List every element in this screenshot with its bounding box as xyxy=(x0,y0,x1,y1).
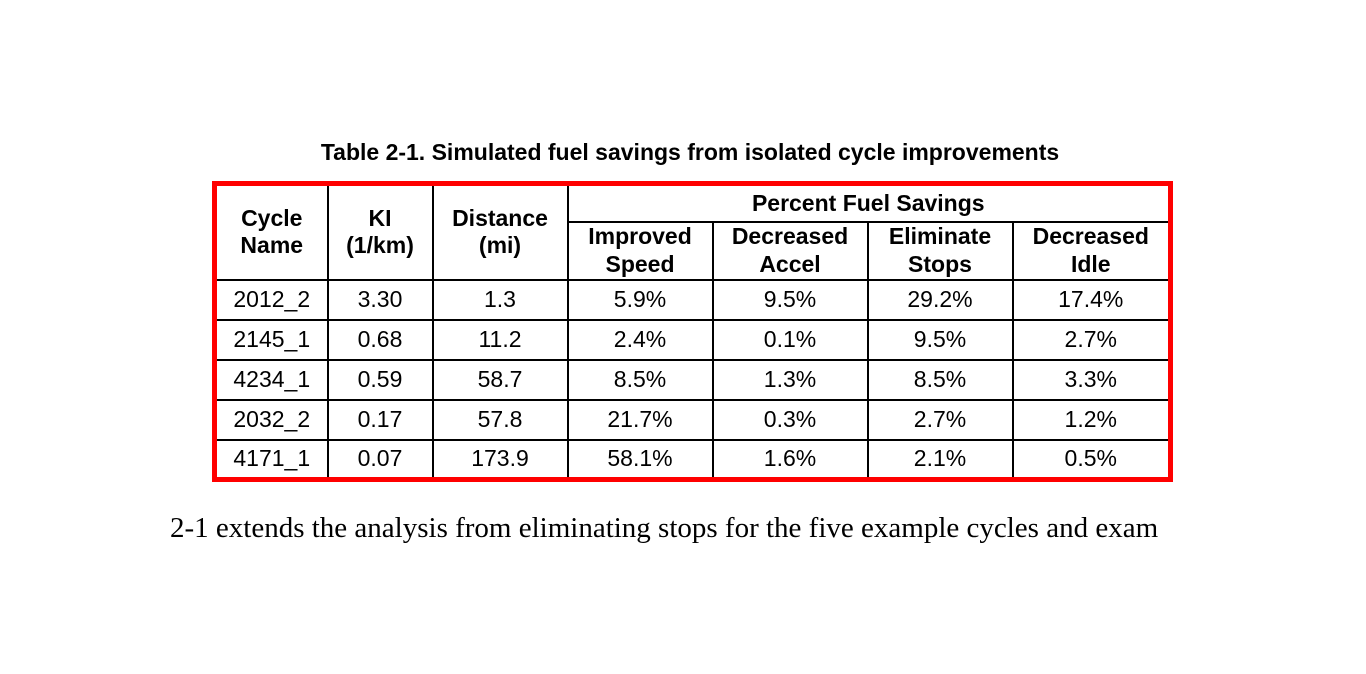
table-row: 4234_1 0.59 58.7 8.5% 1.3% 8.5% 3.3% xyxy=(213,358,1172,401)
cell-decreased-idle: 1.2% xyxy=(1011,398,1172,441)
cell-eliminate-stops: 9.5% xyxy=(866,318,1014,361)
header-percent-fuel-savings: Percent Fuel Savings xyxy=(566,182,1172,223)
cell-eliminate-stops: 2.1% xyxy=(866,438,1014,481)
cell-eliminate-stops: 2.7% xyxy=(866,398,1014,441)
cell-improved-speed: 2.4% xyxy=(566,318,714,361)
cell-improved-speed: 21.7% xyxy=(566,398,714,441)
header-decreased-accel: Decreased Accel xyxy=(711,220,869,281)
table-row: 2012_2 3.30 1.3 5.9% 9.5% 29.2% 17.4% xyxy=(213,278,1172,321)
cell-cycle-name: 4171_1 xyxy=(213,438,329,481)
cell-decreased-accel: 1.6% xyxy=(711,438,869,481)
cell-decreased-idle: 0.5% xyxy=(1011,438,1172,481)
cell-distance: 57.8 xyxy=(431,398,569,441)
cell-ki: 0.07 xyxy=(326,438,434,481)
cell-distance: 1.3 xyxy=(431,278,569,321)
cell-cycle-name: 2012_2 xyxy=(213,278,329,321)
header-eliminate-stops: Eliminate Stops xyxy=(866,220,1014,281)
table-row: 4171_1 0.07 173.9 58.1% 1.6% 2.1% 0.5% xyxy=(213,438,1172,481)
cell-cycle-name: 2032_2 xyxy=(213,398,329,441)
cell-improved-speed: 8.5% xyxy=(566,358,714,401)
cell-decreased-accel: 0.3% xyxy=(711,398,869,441)
cell-cycle-name: 2145_1 xyxy=(213,318,329,361)
cell-ki: 0.17 xyxy=(326,398,434,441)
table-row: 2145_1 0.68 11.2 2.4% 0.1% 9.5% 2.7% xyxy=(213,318,1172,361)
cell-decreased-idle: 3.3% xyxy=(1011,358,1172,401)
cell-decreased-idle: 17.4% xyxy=(1011,278,1172,321)
cell-decreased-accel: 1.3% xyxy=(711,358,869,401)
table-body: 2012_2 3.30 1.3 5.9% 9.5% 29.2% 17.4% 21… xyxy=(213,278,1172,481)
table-row: 2032_2 0.17 57.8 21.7% 0.3% 2.7% 1.2% xyxy=(213,398,1172,441)
body-paragraph: 2-1 extends the analysis from eliminatin… xyxy=(170,512,1159,544)
cell-distance: 58.7 xyxy=(431,358,569,401)
header-ki: KI (1/km) xyxy=(326,182,434,281)
cell-decreased-accel: 9.5% xyxy=(711,278,869,321)
cell-eliminate-stops: 29.2% xyxy=(866,278,1014,321)
cell-distance: 173.9 xyxy=(431,438,569,481)
cell-cycle-name: 4234_1 xyxy=(213,358,329,401)
cell-distance: 11.2 xyxy=(431,318,569,361)
cell-improved-speed: 5.9% xyxy=(566,278,714,321)
header-cycle-name: Cycle Name xyxy=(213,182,329,281)
cell-decreased-idle: 2.7% xyxy=(1011,318,1172,361)
fuel-savings-table: Cycle Name KI (1/km) Distance (mi) Perce… xyxy=(212,181,1174,482)
header-row-sub: Improved Speed Decreased Accel Eliminate… xyxy=(215,220,1172,281)
cell-ki: 3.30 xyxy=(326,278,434,321)
header-improved-speed: Improved Speed xyxy=(566,220,714,281)
header-distance: Distance (mi) xyxy=(431,182,569,281)
header-decreased-idle: Decreased Idle xyxy=(1011,220,1172,281)
table-caption: Table 2-1. Simulated fuel savings from i… xyxy=(320,139,1060,165)
cell-ki: 0.68 xyxy=(326,318,434,361)
cell-decreased-accel: 0.1% xyxy=(711,318,869,361)
cell-eliminate-stops: 8.5% xyxy=(866,358,1014,401)
cell-ki: 0.59 xyxy=(326,358,434,401)
cell-improved-speed: 58.1% xyxy=(566,438,714,481)
header-row-group: Cycle Name KI (1/km) Distance (mi) Perce… xyxy=(213,182,1172,281)
table-header: Cycle Name KI (1/km) Distance (mi) Perce… xyxy=(213,182,1172,281)
